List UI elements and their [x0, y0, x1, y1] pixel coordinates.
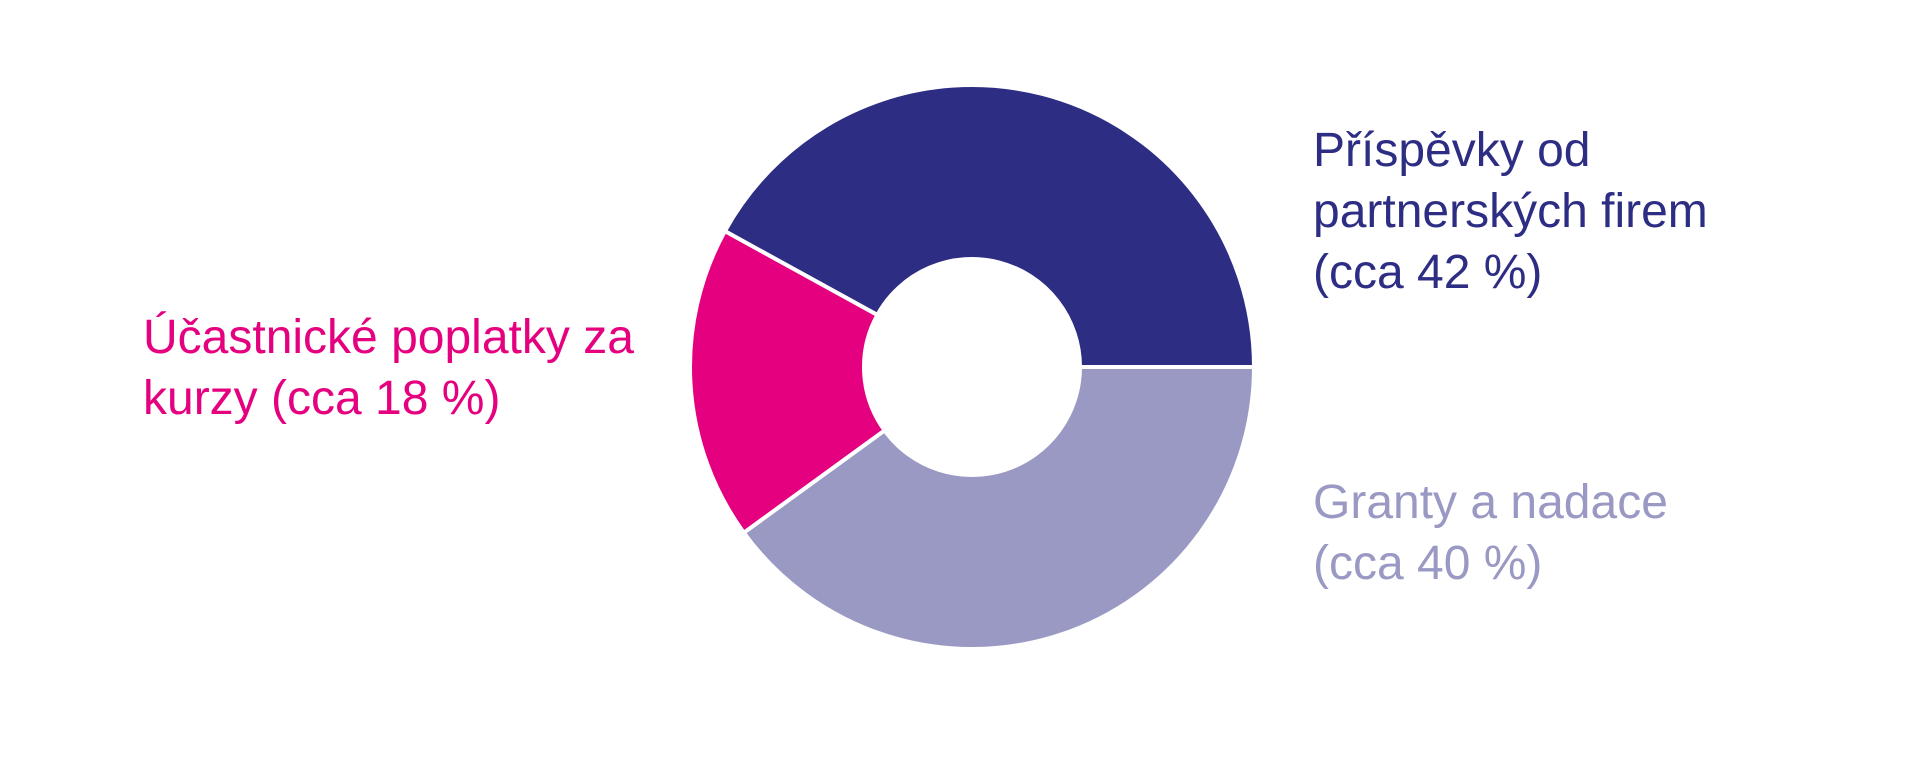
donut-slice — [722, 83, 1257, 369]
category-label: Účastnické poplatky za kurzy — [143, 311, 634, 425]
value-label: (cca 42 %) — [1313, 246, 1543, 299]
category-label: Příspěvky od partnerských firem — [1313, 124, 1708, 238]
donut-slice — [741, 365, 1257, 651]
value-label: (cca 18 %) — [271, 372, 501, 425]
slice-label: Granty a nadace (cca 40 %) — [1313, 472, 1913, 594]
value-label: (cca 40 %) — [1313, 537, 1543, 590]
slice-label: Příspěvky od partnerských firem (cca 42 … — [1313, 120, 1783, 303]
slice-label: Účastnické poplatky za kurzy (cca 18 %) — [143, 307, 663, 429]
category-label: Granty a nadace — [1313, 476, 1668, 529]
donut-slice — [688, 228, 888, 536]
